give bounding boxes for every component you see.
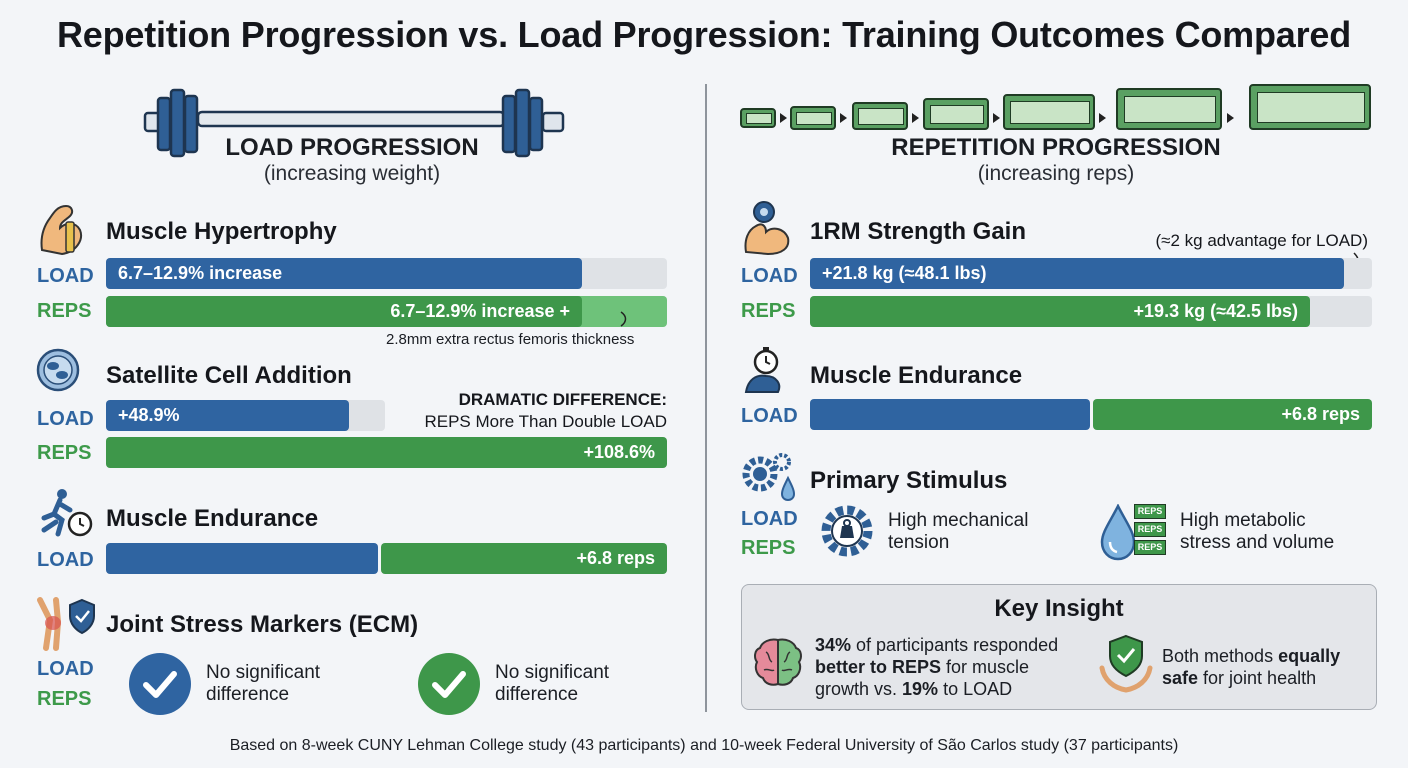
insight-left-bold: better to REPS [815, 657, 942, 677]
hypertrophy-load-value: 6.7–12.9% increase [118, 263, 283, 283]
left-endurance-load-label: LOAD [37, 549, 94, 571]
right-endurance-load-label: LOAD [741, 405, 798, 427]
insight-pct-reps: 34% [815, 635, 852, 655]
stopwatch-arm-icon [744, 347, 781, 393]
gears-drop-icon [742, 453, 796, 502]
joint-reps-label: REPS [37, 688, 92, 710]
reps-header-title: REPETITION PROGRESSION [891, 134, 1221, 161]
insight-right-t1: Both methods [1162, 646, 1279, 666]
satellite-callout-title: DRAMATIC DIFFERENCE: [458, 390, 667, 409]
strength-title: 1RM Strength Gain [810, 218, 1027, 245]
gear-weight-icon [821, 505, 873, 557]
bracket-icon [620, 311, 627, 327]
satellite-reps-bar: +108.6% [106, 437, 667, 468]
strength-load-bar: +21.8 kg (≈48.1 lbs) [810, 258, 1344, 289]
right-endurance-title: Muscle Endurance [810, 362, 1023, 389]
hypertrophy-reps-label: REPS [37, 300, 92, 322]
water-drop-icon [1100, 504, 1136, 561]
reps-tag: REPS [1134, 504, 1166, 519]
reps-tags: REPS REPS REPS [1134, 504, 1166, 555]
hypertrophy-note: 2.8mm extra rectus femoris thickness [386, 331, 635, 348]
stimulus-load-desc: High mechanical tension [888, 510, 1029, 553]
strength-reps-bar: +19.3 kg (≈42.5 lbs) [810, 296, 1310, 327]
insight-left-t1: of participants responded [851, 635, 1059, 655]
satellite-load-value: +48.9% [118, 405, 180, 425]
brain-icon [754, 638, 802, 686]
strength-reps-label: REPS [741, 300, 796, 322]
left-endurance-load-bar [106, 543, 378, 574]
insight-left-text: 34% of participants responded better to … [815, 634, 1095, 700]
joint-reps-result: No significant difference [495, 662, 610, 705]
insight-right-t2: for joint health [1198, 668, 1317, 688]
hypertrophy-load-bar: 6.7–12.9% increase [106, 258, 582, 289]
hypertrophy-reps-value: 6.7–12.9% increase + [390, 301, 570, 321]
left-endurance-value: +6.8 reps [576, 548, 655, 568]
insight-left-t4: to LOAD [938, 679, 1013, 699]
load-header-title: LOAD PROGRESSION [225, 134, 479, 161]
hypertrophy-load-label: LOAD [37, 265, 94, 287]
stimulus-reps-desc: High metabolic stress and volume [1180, 510, 1335, 553]
satellite-load-label: LOAD [37, 408, 94, 430]
load-header-subtitle: (increasing weight) [263, 162, 441, 185]
shield-hands-icon [1099, 634, 1153, 693]
reps-tag: REPS [1134, 540, 1166, 555]
muscle-icon [40, 204, 82, 256]
right-endurance-load-bar [810, 399, 1090, 430]
satellite-load-bar: +48.9% [106, 400, 349, 431]
check-circle-icon [129, 653, 191, 715]
joint-load-label: LOAD [37, 658, 94, 680]
insight-pct-load: 19% [902, 679, 939, 699]
center-divider [705, 84, 707, 712]
hypertrophy-title: Muscle Hypertrophy [106, 218, 337, 245]
key-insight-box [741, 584, 1377, 710]
insight-right-b1: equally [1278, 646, 1341, 666]
page-title: Repetition Progression vs. Load Progress… [56, 14, 1352, 55]
barbell-icon [143, 88, 565, 158]
strength-load-value: +21.8 kg (≈48.1 lbs) [822, 263, 987, 283]
joint-title: Joint Stress Markers (ECM) [106, 611, 419, 638]
dumbbell-arm-icon [744, 201, 790, 256]
runner-stopwatch-icon [41, 489, 93, 537]
right-endurance-reps-bar: +6.8 reps [1093, 399, 1372, 430]
insight-left-t2: for muscle [941, 657, 1030, 677]
check-circle-icon [418, 653, 480, 715]
satellite-title: Satellite Cell Addition [106, 362, 352, 389]
left-endurance-title: Muscle Endurance [106, 505, 319, 532]
key-insight-title: Key Insight [994, 595, 1124, 622]
satellite-reps-label: REPS [37, 442, 92, 464]
strength-reps-value: +19.3 kg (≈42.5 lbs) [1133, 301, 1298, 321]
reps-tag: REPS [1134, 522, 1166, 537]
insight-right-b2: safe [1162, 668, 1199, 688]
hypertrophy-reps-bar: 6.7–12.9% increase + [106, 296, 582, 327]
reps-header-subtitle: (increasing reps) [977, 162, 1135, 185]
left-endurance-reps-bar: +6.8 reps [381, 543, 667, 574]
knee-shield-icon [37, 597, 95, 651]
strength-note: (≈2 kg advantage for LOAD) [1155, 231, 1369, 250]
stimulus-reps-label: REPS [741, 537, 796, 559]
stimulus-title: Primary Stimulus [810, 467, 1008, 494]
insight-right-text: Both methods equally safe for joint heal… [1162, 645, 1372, 689]
footer-source: Based on 8-week CUNY Lehman College stud… [229, 737, 1179, 754]
satellite-callout-subtitle: REPS More Than Double LOAD [424, 412, 667, 431]
right-endurance-value: +6.8 reps [1281, 404, 1360, 424]
strength-load-label: LOAD [741, 265, 798, 287]
stimulus-load-label: LOAD [741, 508, 798, 530]
insight-left-t3: growth vs. [815, 679, 903, 699]
rep-counter-icon [740, 84, 1372, 130]
joint-load-result: No significant difference [206, 662, 321, 705]
satellite-reps-value: +108.6% [583, 442, 655, 462]
cell-icon [36, 348, 80, 392]
